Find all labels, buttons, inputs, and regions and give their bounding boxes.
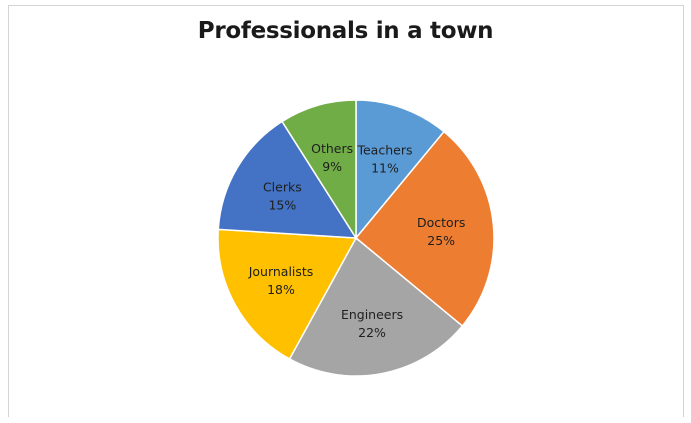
pie-slice-teachers: [355, 99, 446, 241]
pie-slice-doctors: [354, 130, 495, 328]
slice-value-teachers: 11%: [371, 160, 399, 175]
slice-value-journalists: 18%: [267, 282, 295, 297]
slice-value-others: 9%: [322, 159, 342, 174]
slice-value-doctors: 25%: [427, 233, 455, 248]
pie-slice-clerks: [217, 120, 358, 239]
slice-label-clerks: Clerks: [263, 179, 302, 194]
pie-slice-journalists: [217, 228, 358, 360]
slice-label-journalists: Journalists: [248, 264, 314, 279]
chart-title: Professionals in a town: [197, 18, 494, 44]
slice-value-clerks: 15%: [268, 197, 296, 212]
slice-value-engineers: 22%: [358, 325, 386, 340]
slice-label-teachers: Teachers: [356, 142, 412, 157]
pie-slices: [217, 99, 495, 377]
slice-label-doctors: Doctors: [417, 215, 465, 230]
pie-slice-others: [281, 99, 357, 241]
pie-labels: Teachers 11% Doctors 25% Engineers 22% Journal…: [248, 141, 466, 340]
pie-slice-engineers: [288, 236, 464, 377]
slice-label-others: Others: [311, 141, 353, 156]
slice-label-engineers: Engineers: [341, 307, 403, 322]
